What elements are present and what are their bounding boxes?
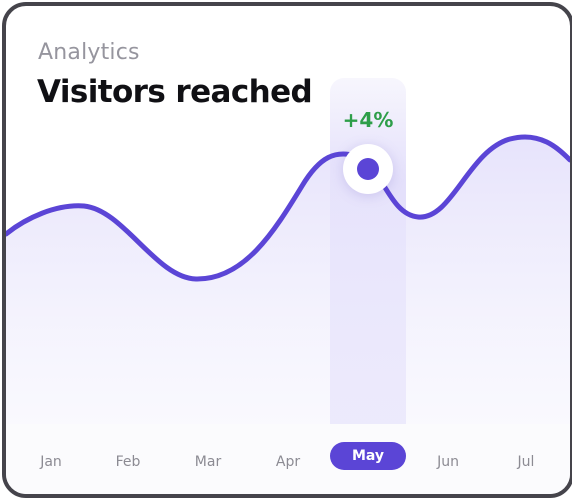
- card-title: Visitors reached: [37, 74, 313, 110]
- month-tab-jan[interactable]: Jan: [40, 454, 62, 470]
- month-tab-jul[interactable]: Jul: [517, 454, 535, 470]
- change-percent-label: +4%: [342, 108, 394, 132]
- month-tab-feb[interactable]: Feb: [115, 454, 141, 470]
- card-subtitle: Analytics: [38, 40, 140, 65]
- selected-data-point[interactable]: [357, 158, 379, 180]
- month-tab-apr[interactable]: Apr: [275, 454, 301, 470]
- month-tab-jun[interactable]: Jun: [437, 454, 459, 470]
- month-axis: [6, 424, 570, 494]
- visitors-line-chart: [6, 134, 570, 425]
- visitors-line: [6, 134, 570, 282]
- visitors-area: [6, 136, 570, 425]
- month-tab-may[interactable]: May: [330, 442, 406, 470]
- month-tab-mar[interactable]: Mar: [194, 454, 222, 470]
